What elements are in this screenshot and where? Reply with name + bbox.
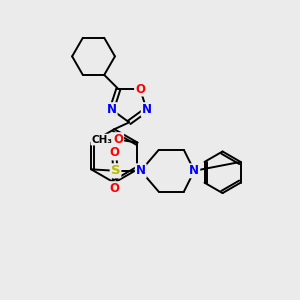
Text: N: N — [142, 103, 152, 116]
Text: O: O — [135, 82, 145, 95]
Text: O: O — [109, 182, 119, 195]
Text: N: N — [136, 164, 146, 177]
Text: N: N — [107, 103, 117, 116]
Text: CH₃: CH₃ — [91, 135, 112, 145]
Text: O: O — [113, 133, 123, 146]
Text: S: S — [111, 164, 120, 177]
Text: N: N — [189, 164, 199, 177]
Text: O: O — [109, 146, 119, 160]
